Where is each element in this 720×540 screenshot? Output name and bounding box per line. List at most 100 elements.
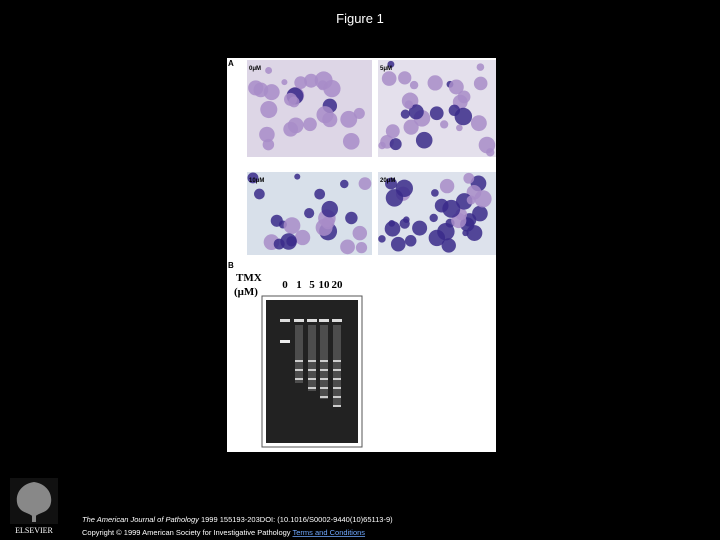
cell xyxy=(385,124,400,139)
image-label: 10μM xyxy=(249,178,264,184)
cell xyxy=(412,220,428,236)
image-label: 20μM xyxy=(380,178,395,184)
band xyxy=(333,396,341,398)
band xyxy=(295,369,303,371)
band xyxy=(320,396,328,398)
well xyxy=(319,319,329,322)
cell xyxy=(390,236,406,252)
cell xyxy=(321,200,338,218)
cell xyxy=(457,90,471,104)
copyright-text: Copyright © 1999 American Society for In… xyxy=(82,528,291,537)
cell xyxy=(466,225,483,241)
cell xyxy=(466,195,476,205)
panel-label: A xyxy=(228,59,234,68)
cell xyxy=(294,229,311,246)
cell xyxy=(280,233,297,250)
cell xyxy=(345,211,358,225)
band xyxy=(295,378,303,380)
cell xyxy=(404,235,417,247)
axis-unit: (μM) xyxy=(234,286,258,298)
cell xyxy=(283,217,301,235)
lane-label: 0 xyxy=(282,279,288,291)
cell xyxy=(304,208,315,219)
smear xyxy=(295,325,303,383)
cell xyxy=(384,220,401,237)
cell xyxy=(486,148,495,157)
cell xyxy=(428,229,446,247)
cell xyxy=(303,117,317,132)
well xyxy=(332,319,342,322)
cell xyxy=(265,67,273,74)
cell xyxy=(400,109,410,119)
cell xyxy=(314,71,333,90)
cell xyxy=(403,119,419,135)
cell xyxy=(248,80,264,96)
cell xyxy=(442,199,461,218)
band xyxy=(295,360,303,362)
smear xyxy=(308,325,316,391)
band xyxy=(320,360,328,362)
cell xyxy=(340,239,355,255)
cell xyxy=(398,71,412,85)
cell xyxy=(415,131,433,149)
gel-frame xyxy=(261,295,363,448)
axis-title: TMX xyxy=(236,272,262,284)
cell xyxy=(304,73,319,88)
cell xyxy=(262,138,275,151)
cell xyxy=(463,172,475,184)
cell xyxy=(429,106,444,121)
cell xyxy=(462,229,469,237)
cell xyxy=(253,188,265,200)
cell xyxy=(431,189,439,197)
image-label: 0μM xyxy=(249,66,261,72)
band xyxy=(308,378,316,380)
cell xyxy=(381,71,397,86)
micrographs: 0μM 5μM 10μM 20μM xyxy=(247,60,496,255)
cell xyxy=(342,132,360,150)
cell xyxy=(456,124,463,132)
cell xyxy=(454,107,473,126)
image-label: 5μM xyxy=(380,66,392,72)
cell xyxy=(472,205,488,222)
publisher-name: ELSEVIER xyxy=(15,526,53,535)
cell xyxy=(470,115,487,132)
cell xyxy=(314,188,326,200)
cell xyxy=(427,75,443,91)
lane-label: 20 xyxy=(332,279,344,291)
cell xyxy=(259,126,275,143)
band xyxy=(333,387,341,389)
band xyxy=(333,378,341,380)
band xyxy=(320,369,328,371)
band xyxy=(320,378,328,380)
band xyxy=(333,360,341,362)
cell xyxy=(389,138,402,151)
cell xyxy=(260,101,278,119)
cell xyxy=(287,117,304,134)
cell xyxy=(294,173,301,180)
cell xyxy=(355,241,368,254)
cell xyxy=(378,235,386,243)
band xyxy=(333,369,341,371)
cell xyxy=(281,79,288,86)
cell xyxy=(399,218,410,229)
cell xyxy=(441,238,456,253)
cell xyxy=(385,189,404,207)
well xyxy=(294,319,304,322)
cell xyxy=(408,104,424,120)
cell xyxy=(404,100,414,109)
cell xyxy=(340,110,358,128)
cell xyxy=(476,63,485,71)
cell xyxy=(294,76,308,89)
cell xyxy=(439,178,455,194)
cell xyxy=(387,60,395,68)
well xyxy=(280,319,290,322)
lane-label: 5 xyxy=(309,279,315,291)
band xyxy=(308,369,316,371)
terms-link[interactable]: Terms and Conditions xyxy=(293,528,366,537)
lane-label: 1 xyxy=(296,279,302,291)
gel-bands xyxy=(280,319,342,407)
citation-text: 1999 155193-203DOI: (10.1016/S0002-9440(… xyxy=(201,515,393,524)
cell xyxy=(340,179,349,189)
cell xyxy=(358,177,372,190)
